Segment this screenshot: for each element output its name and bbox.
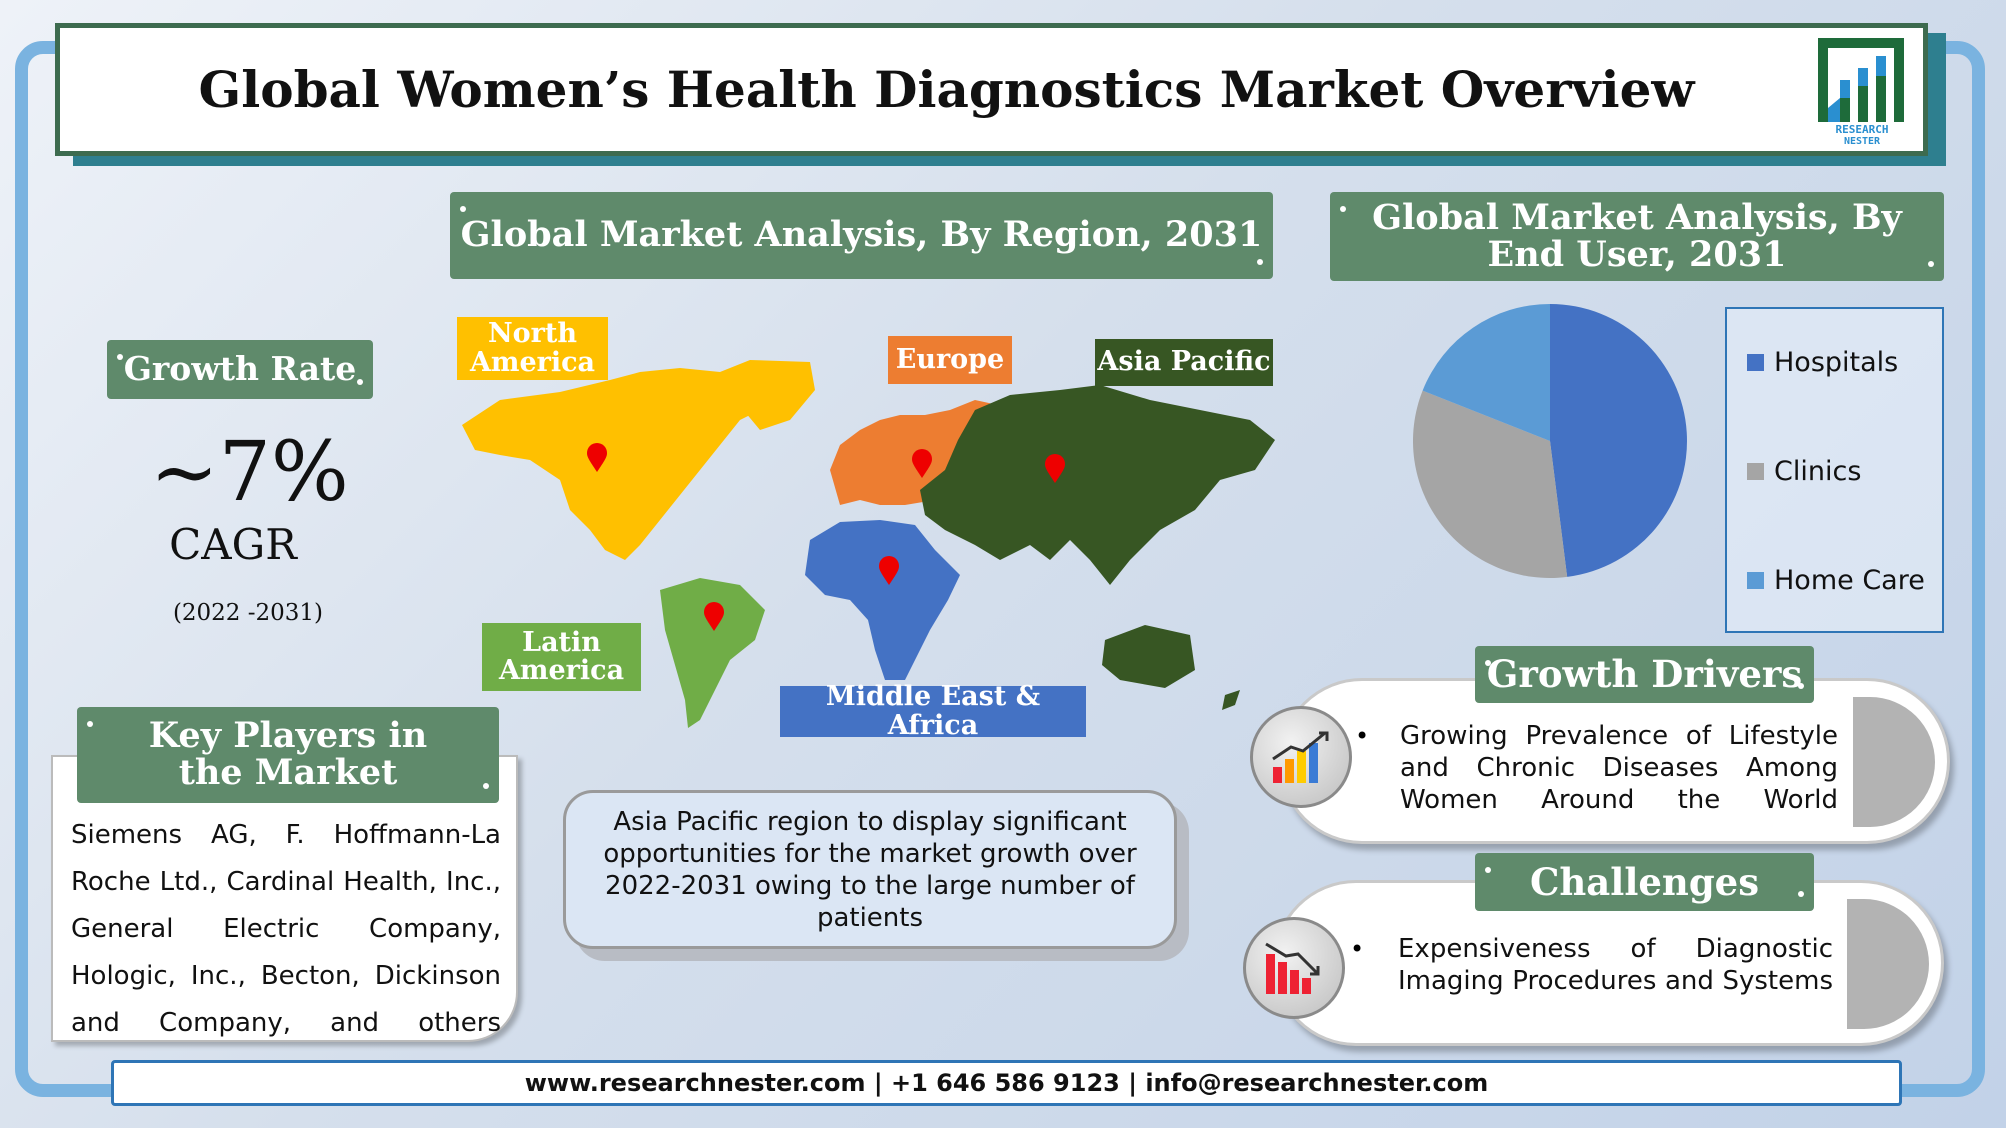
pie-slice-hospitals <box>1550 304 1687 577</box>
legend-item: Hospitals <box>1747 347 1898 378</box>
label-asia-pacific: Asia Pacific <box>1095 339 1273 386</box>
key-players-text: Siemens AG, F. Hoffmann-La Roche Ltd., C… <box>71 820 501 1038</box>
end-user-header: Global Market Analysis, By End User, 203… <box>1330 192 1944 281</box>
challenges-header: Challenges <box>1475 853 1814 911</box>
pin-icon <box>704 602 724 631</box>
legend-swatch <box>1747 572 1764 589</box>
research-nester-logo: RESEARCH NESTER <box>1816 36 1908 147</box>
growth-drivers-text: Growing Prevalence of Lifestyle and Chro… <box>1400 721 1838 815</box>
asia-pacific-callout: Asia Pacific region to display significa… <box>563 790 1177 949</box>
cagr-value: ~7% <box>150 425 349 520</box>
legend-item: Home Care <box>1747 565 1925 596</box>
footer-contact: www.researchnester.com | +1 646 586 9123… <box>111 1060 1902 1106</box>
pin-icon <box>587 443 607 472</box>
label-north-america: North America <box>457 317 608 380</box>
label-middle-east-africa: Middle East & Africa <box>780 682 1086 739</box>
title-banner: Global Women’s Health Diagnostics Market… <box>55 23 1928 156</box>
legend-label: Home Care <box>1774 565 1925 596</box>
latin-america-shape <box>660 578 765 728</box>
pin-icon <box>879 556 899 585</box>
key-players-header: Key Players in the Market <box>77 707 499 803</box>
end-user-pie-chart <box>1413 304 1687 578</box>
legend-label: Clinics <box>1774 456 1862 487</box>
location-pins <box>587 443 1065 631</box>
pie-legend: Hospitals Clinics Home Care <box>1725 307 1944 633</box>
decor-half-circle <box>1853 697 1935 827</box>
legend-item: Clinics <box>1747 456 1861 487</box>
cagr-label: CAGR <box>169 520 297 569</box>
legend-swatch <box>1747 463 1764 480</box>
bullet: • <box>1355 722 1370 750</box>
legend-swatch <box>1747 354 1764 371</box>
asia-pacific-shape <box>920 385 1275 710</box>
falling-bar-chart-icon <box>1243 917 1345 1019</box>
africa-shape <box>805 520 960 680</box>
pie-slice-home-care <box>1422 304 1550 441</box>
pin-icon <box>912 449 932 478</box>
growth-drivers-header: Growth Drivers <box>1475 646 1814 703</box>
svg-text:NESTER: NESTER <box>1844 136 1881 146</box>
cagr-period: (2022 -2031) <box>172 600 324 626</box>
pin-icon <box>1045 454 1065 483</box>
challenges-text: Expensiveness of Diagnostic Imaging Proc… <box>1398 934 1833 996</box>
decor-half-circle <box>1847 899 1929 1029</box>
svg-text:RESEARCH: RESEARCH <box>1836 123 1889 136</box>
bullet: • <box>1350 935 1365 963</box>
region-header: Global Market Analysis, By Region, 2031 <box>450 192 1273 279</box>
rising-bar-chart-icon <box>1250 706 1352 808</box>
pie-slice-clinics <box>1413 390 1568 578</box>
label-latin-america: Latin America <box>482 623 641 691</box>
label-europe: Europe <box>888 336 1012 384</box>
north-america-shape <box>462 360 815 560</box>
page-title: Global Women’s Health Diagnostics Market… <box>198 60 1695 119</box>
legend-label: Hospitals <box>1774 347 1899 378</box>
growth-rate-header: Growth Rate <box>107 340 373 399</box>
